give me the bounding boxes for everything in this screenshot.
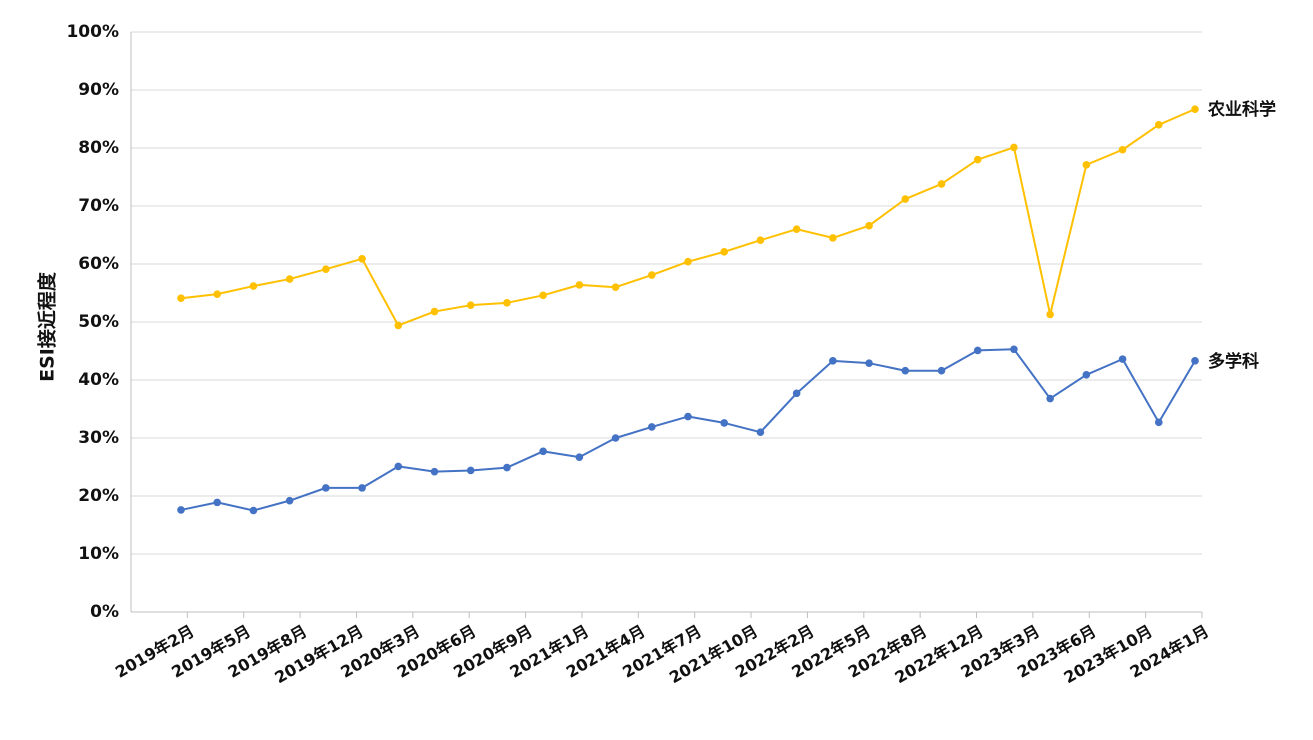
data-point (829, 357, 837, 365)
data-point (1046, 394, 1054, 403)
data-point (177, 294, 185, 303)
y-tick-label: 60% (78, 254, 119, 274)
data-point (503, 299, 511, 307)
data-point (1082, 161, 1091, 169)
y-tick-label: 0% (90, 602, 119, 622)
y-axis-label: ESI接近程度 (36, 271, 59, 382)
data-point (901, 366, 910, 375)
data-point (1010, 345, 1018, 354)
data-point (792, 389, 801, 398)
data-point (1046, 310, 1054, 319)
data-point (684, 257, 692, 266)
data-point (1118, 145, 1127, 154)
data-point (285, 496, 294, 505)
y-tick-label: 50% (78, 312, 119, 332)
data-point (792, 225, 801, 233)
data-point (611, 283, 620, 292)
data-point (684, 412, 692, 421)
data-point (647, 271, 656, 279)
data-point (466, 466, 475, 475)
data-point (394, 462, 403, 471)
data-point (720, 248, 729, 256)
gridlines (131, 31, 1202, 555)
series-line (180, 348, 1196, 512)
data-point (285, 275, 294, 283)
data-point (720, 419, 729, 427)
series-label: 农业科学 (1207, 99, 1276, 120)
data-point (1118, 355, 1127, 363)
series-line (180, 108, 1196, 327)
data-point (322, 265, 330, 274)
data-point (611, 434, 620, 442)
data-point (1154, 121, 1163, 129)
data-point (1082, 370, 1091, 379)
data-point (430, 467, 439, 476)
data-point (1191, 357, 1199, 365)
data-point (973, 346, 982, 355)
data-point (539, 291, 547, 300)
y-tick-label: 70% (78, 196, 119, 216)
data-point (539, 447, 547, 456)
data-point (829, 234, 837, 242)
x-tick-labels: 2019年2月2019年5月2019年8月2019年12月2020年3月2020… (112, 621, 1212, 687)
data-point (937, 180, 946, 188)
data-point (756, 428, 765, 437)
data-point (249, 506, 258, 515)
y-tick-label: 40% (78, 370, 119, 390)
data-point (1191, 105, 1199, 113)
data-point (503, 463, 511, 472)
data-point (1010, 143, 1018, 152)
data-point (358, 254, 366, 263)
data-point (213, 290, 222, 298)
data-point (647, 423, 656, 431)
y-tick-label: 100% (66, 22, 119, 42)
data-point (1154, 418, 1163, 427)
axes (130, 32, 1203, 618)
data-point (575, 453, 584, 461)
y-tick-label: 20% (78, 486, 119, 506)
data-point (358, 484, 366, 492)
data-point (322, 484, 330, 492)
data-point (430, 307, 439, 316)
data-point (865, 359, 873, 367)
data-point (937, 366, 946, 375)
data-point (973, 155, 982, 164)
series-label: 多学科 (1208, 351, 1259, 372)
data-point (575, 281, 584, 289)
y-tick-labels: 0% 10% 20% 30% 40% 50% 60% 70% 80% 90% 100% (66, 22, 119, 622)
data-point (177, 506, 185, 514)
y-tick-label: 30% (78, 428, 119, 448)
data-point (466, 301, 475, 309)
data-point (394, 321, 403, 330)
y-tick-label: 80% (78, 138, 119, 158)
y-tick-label: 10% (78, 544, 119, 564)
y-tick-label: 90% (78, 80, 119, 100)
data-point (249, 282, 258, 290)
data-point (901, 195, 910, 203)
data-point (865, 221, 873, 230)
data-point (213, 498, 222, 507)
data-point (756, 236, 765, 245)
